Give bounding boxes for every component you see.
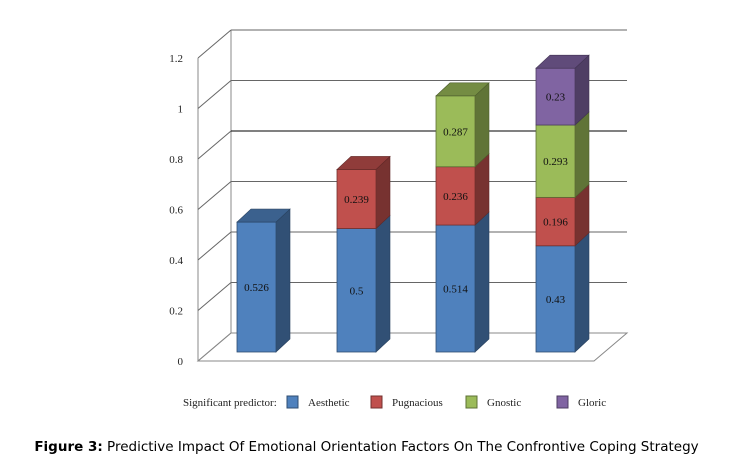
y-tick-label: 0.8 <box>169 154 183 166</box>
bar-segment <box>336 228 377 353</box>
y-tick-label: 0.4 <box>169 255 183 267</box>
legend-label: Gloric <box>578 397 606 409</box>
bar-side <box>375 214 391 353</box>
bar-side <box>474 211 490 353</box>
caption-text: Predictive Impact Of Emotional Orientati… <box>102 439 699 455</box>
data-label: 0.23 <box>546 92 566 104</box>
bar-segment <box>435 224 476 353</box>
bar-segment <box>435 95 476 168</box>
bar-segment <box>435 166 476 226</box>
bar-side <box>275 208 291 353</box>
bar-segment <box>535 67 576 126</box>
figure-caption: Figure 3: Predictive Impact Of Emotional… <box>0 439 733 455</box>
data-label: 0.43 <box>546 294 566 306</box>
gridline-side <box>197 231 232 261</box>
data-label: 0.293 <box>543 156 568 168</box>
y-tick-label: 1 <box>178 104 184 116</box>
bar-segment <box>535 124 576 198</box>
bar-top <box>435 82 490 97</box>
y-tick-label: 0 <box>178 356 184 368</box>
data-label: 0.236 <box>443 191 468 203</box>
data-label: 0.239 <box>344 194 369 206</box>
bar-top <box>336 156 391 170</box>
legend-swatch <box>465 395 478 409</box>
gridline-side <box>197 181 232 210</box>
gridline-side <box>197 29 232 59</box>
data-label: 0.5 <box>350 285 364 297</box>
data-label: 0.287 <box>443 126 468 138</box>
bar-top <box>236 208 291 223</box>
data-label: 0.526 <box>244 282 269 294</box>
bar-segment <box>336 169 377 229</box>
y-tick-label: 0.6 <box>169 205 183 217</box>
y-tick-label: 0.2 <box>169 306 183 318</box>
bar-segment <box>535 245 576 353</box>
gridline-side <box>197 80 232 109</box>
legend-swatch <box>370 395 383 409</box>
legend-label: Gnostic <box>487 397 521 409</box>
data-label: 0.196 <box>543 217 568 229</box>
floor <box>196 332 629 362</box>
legend-label: Aesthetic <box>308 397 350 409</box>
bar-top <box>535 54 590 69</box>
y-tick-label: 1.2 <box>169 53 183 65</box>
caption-label: Figure 3: <box>34 439 103 455</box>
bar-side <box>574 111 590 199</box>
legend-swatch <box>286 395 299 409</box>
bar-side <box>474 82 490 168</box>
bar-side <box>574 232 590 353</box>
gridline-side <box>197 130 232 160</box>
data-label: 0.514 <box>443 284 468 296</box>
stacked-3d-bar-chart: 0 0.2 0.4 0.6 0.8 1 1.2 0.526 0.5 0.239 0.514 0.236… <box>169 29 629 409</box>
gridline-side <box>197 282 232 311</box>
legend-label: Pugnacious <box>392 397 443 409</box>
legend-swatch <box>556 395 569 409</box>
legend-title: Significant predictor: <box>183 397 277 409</box>
